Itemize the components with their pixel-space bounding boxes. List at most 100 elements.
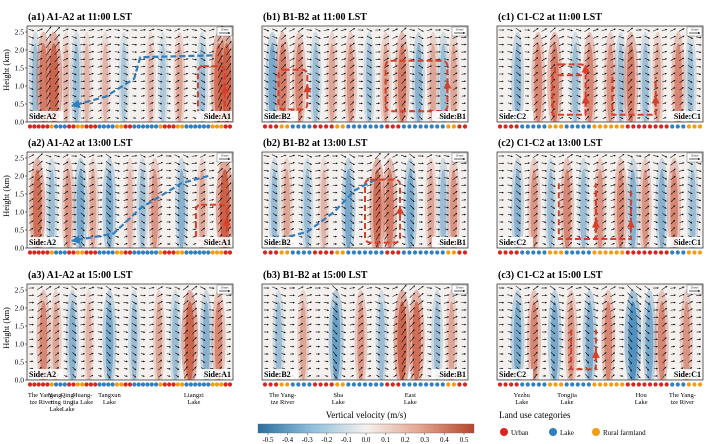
colorbar-tick-label: -0.4 bbox=[282, 436, 294, 444]
colorbar-tick-label: -0.3 bbox=[302, 436, 314, 444]
wind-vector bbox=[157, 73, 163, 76]
land-use-dot bbox=[503, 124, 508, 129]
wind-vector bbox=[192, 102, 197, 105]
downdraft-cell bbox=[130, 301, 138, 380]
wind-vector bbox=[140, 80, 146, 83]
wind-vector bbox=[46, 99, 51, 107]
wind-vector bbox=[141, 109, 145, 112]
y-tick-label: 0.5 bbox=[15, 226, 25, 235]
wind-vector bbox=[97, 50, 103, 53]
wind-vector bbox=[226, 77, 232, 85]
wind-vector bbox=[289, 43, 295, 47]
land-use-dot bbox=[435, 250, 440, 255]
wind-vector bbox=[209, 50, 215, 54]
land-use-dot bbox=[625, 124, 630, 129]
wind-vector bbox=[383, 57, 390, 61]
land-use-dot bbox=[285, 250, 290, 255]
wind-vector bbox=[140, 28, 146, 31]
land-use-dot bbox=[346, 250, 351, 255]
wind-vector bbox=[28, 50, 34, 54]
wind-vector bbox=[298, 57, 304, 62]
land-use-dot bbox=[647, 382, 653, 387]
side-label-right: Side:A1 bbox=[204, 112, 231, 121]
wind-vector bbox=[426, 50, 433, 54]
downdraft-cell bbox=[76, 169, 85, 248]
land-use-dot bbox=[136, 124, 141, 129]
wind-vector bbox=[106, 58, 112, 61]
wind-vector bbox=[88, 36, 95, 39]
land-use-dot bbox=[206, 382, 211, 387]
land-use-dot bbox=[274, 124, 279, 129]
downdraft-cell bbox=[550, 301, 559, 380]
land-use-dot bbox=[62, 124, 67, 129]
land-use-dot bbox=[553, 124, 558, 129]
land-use-dot bbox=[514, 124, 519, 129]
wind-vector bbox=[37, 94, 43, 98]
wind-vector bbox=[97, 43, 103, 46]
wind-vector bbox=[115, 109, 120, 112]
wind-vector bbox=[45, 26, 52, 34]
updraft-cell bbox=[606, 43, 614, 122]
wind-vector bbox=[289, 50, 295, 54]
land-use-dot bbox=[570, 124, 575, 129]
land-use-dot bbox=[503, 250, 508, 255]
land-use-dot bbox=[670, 250, 675, 255]
land-use-dot bbox=[390, 124, 395, 129]
updraft-cell bbox=[626, 43, 636, 122]
wind-vector bbox=[166, 51, 172, 54]
land-use-dot bbox=[559, 124, 564, 129]
land-use-dot bbox=[407, 382, 412, 387]
land-use-dot bbox=[145, 382, 150, 387]
wind-vector bbox=[114, 73, 120, 76]
wind-vector bbox=[63, 109, 68, 113]
x-category-label: Tangxun Lake bbox=[98, 392, 121, 406]
wind-vector bbox=[166, 73, 172, 76]
land-use-dot bbox=[180, 124, 185, 129]
wind-vector bbox=[149, 65, 154, 68]
wind-vector bbox=[452, 57, 458, 61]
land-use-dot bbox=[307, 382, 312, 387]
wind-vector bbox=[114, 36, 121, 39]
wind-vector bbox=[89, 109, 94, 112]
wind-vector bbox=[106, 116, 111, 120]
updraft-cell bbox=[99, 31, 111, 122]
wind-vector bbox=[392, 43, 398, 47]
land-use-dot bbox=[193, 124, 198, 129]
y-axis-label-row2: Height (km) bbox=[1, 175, 11, 217]
updraft-cell bbox=[102, 43, 109, 122]
wind-vector bbox=[280, 56, 287, 62]
land-use-dot bbox=[547, 250, 553, 255]
wind-vector bbox=[149, 80, 154, 83]
wind-vector bbox=[200, 72, 206, 76]
reference-vector-box bbox=[216, 26, 233, 37]
wind-vector bbox=[306, 43, 313, 46]
land-use-dot bbox=[603, 382, 608, 387]
land-use-dot bbox=[597, 250, 603, 255]
downdraft-cell bbox=[196, 31, 209, 122]
wind-vector bbox=[183, 36, 189, 39]
land-use-dot bbox=[296, 382, 301, 387]
wind-vector bbox=[263, 50, 269, 54]
land-use-dot bbox=[412, 124, 418, 129]
wind-vector bbox=[114, 29, 121, 32]
land-use-dot bbox=[503, 382, 508, 387]
wind-vector bbox=[140, 87, 146, 90]
land-use-dot bbox=[462, 250, 468, 255]
wind-vector bbox=[392, 35, 398, 39]
y-tick-label: 0.0 bbox=[15, 118, 25, 127]
updraft-cell bbox=[604, 301, 613, 380]
wind-vector bbox=[97, 58, 103, 61]
wind-vector bbox=[114, 43, 120, 46]
wind-vector bbox=[306, 51, 312, 54]
wind-vector bbox=[383, 28, 390, 32]
wind-vector bbox=[174, 35, 181, 39]
wind-vector bbox=[88, 58, 94, 61]
wind-vector bbox=[409, 65, 415, 68]
wind-vector bbox=[349, 50, 355, 54]
updraft-cell bbox=[379, 31, 392, 122]
wind-vector bbox=[426, 36, 433, 39]
land-use-dot bbox=[45, 250, 50, 255]
wind-vector bbox=[157, 29, 164, 32]
land-use-dot bbox=[171, 250, 176, 255]
land-use-dot bbox=[642, 124, 647, 129]
